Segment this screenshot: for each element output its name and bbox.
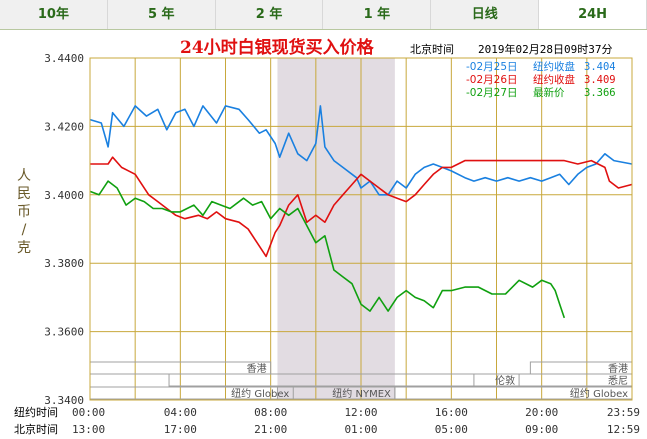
y-tick-label: 3.4400	[44, 52, 84, 65]
tab-daily[interactable]: 日线	[431, 0, 540, 29]
plot-border	[89, 57, 633, 401]
period-tabs: 10年 5 年 2 年 1 年 日线 24H	[0, 0, 647, 30]
legend-value: 3.366	[584, 87, 616, 99]
x-tick-label-ny: 08:00	[254, 406, 287, 419]
y-axis-label-char: 克	[17, 240, 31, 256]
y-axis-label-char: 民	[17, 186, 31, 202]
legend-label: 最新价	[533, 86, 565, 99]
y-tick-label: 3.3800	[44, 257, 84, 270]
market-session-label: 香港	[608, 363, 628, 375]
market-session-label: 纽约 NYMEX	[332, 387, 391, 400]
market-session-label: 悉尼	[608, 375, 628, 387]
tab-2y[interactable]: 2 年	[215, 0, 324, 29]
y-tick-label: 3.3600	[44, 326, 84, 339]
market-session-label: 纽约 Globex	[570, 387, 628, 400]
tab-5y[interactable]: 5 年	[107, 0, 216, 29]
legend-date: -02月26日	[466, 74, 518, 86]
legend-date: -02月25日	[466, 61, 518, 73]
y-axis-label-char: /	[22, 222, 27, 238]
nymex-session-shade	[277, 58, 395, 400]
x-tick-label-ny: 16:00	[435, 406, 468, 419]
tab-24h[interactable]: 24H	[539, 0, 647, 29]
y-axis-label-char: 币	[17, 204, 31, 220]
x-tick-label-bj: 05:00	[435, 423, 468, 436]
x-row-label-bj: 北京时间	[14, 422, 58, 436]
x-tick-label-bj: 13:00	[72, 423, 105, 436]
x-row-label-ny: 纽约时间	[14, 405, 58, 419]
y-axis-label-char: 人	[17, 168, 31, 184]
legend-value: 3.409	[584, 74, 616, 86]
x-tick-label-ny: 04:00	[164, 406, 197, 419]
beijing-time-label: 北京时间	[410, 42, 454, 56]
legend-label: 纽约收盘	[533, 73, 575, 86]
tab-1y[interactable]: 1 年	[323, 0, 432, 29]
x-tick-label-bj: 21:00	[254, 423, 287, 436]
series-line-1	[89, 105, 632, 196]
x-tick-label-bj: 09:00	[525, 423, 558, 436]
legend-value: 3.404	[584, 61, 616, 73]
market-session-label: 伦敦	[495, 374, 515, 387]
x-tick-label-ny: 20:00	[525, 406, 558, 419]
series-line-2	[90, 156, 633, 258]
x-tick-label-bj: 01:00	[344, 423, 377, 436]
series-line-3	[89, 180, 566, 319]
tab-10y[interactable]: 10年	[0, 0, 108, 29]
x-tick-label-ny: 23:59	[607, 406, 640, 419]
chart-title: 24小时白银现货买入价格	[180, 37, 375, 58]
timestamp: 2019年02月28日09时37分	[478, 42, 612, 56]
market-session-label: 香港	[247, 363, 267, 375]
y-tick-label: 3.3400	[44, 394, 84, 407]
x-tick-label-bj: 12:59	[607, 423, 640, 436]
x-tick-label-bj: 17:00	[164, 423, 197, 436]
market-session-box	[168, 373, 520, 387]
x-tick-label-ny: 00:00	[72, 406, 105, 419]
legend-date: -02月27日	[466, 87, 518, 99]
market-session-label: 纽约 Globex	[231, 387, 289, 400]
y-tick-label: 3.4200	[44, 120, 84, 133]
y-tick-label: 3.4000	[44, 189, 84, 202]
legend-label: 纽约收盘	[533, 60, 575, 73]
x-tick-label-ny: 12:00	[344, 406, 377, 419]
